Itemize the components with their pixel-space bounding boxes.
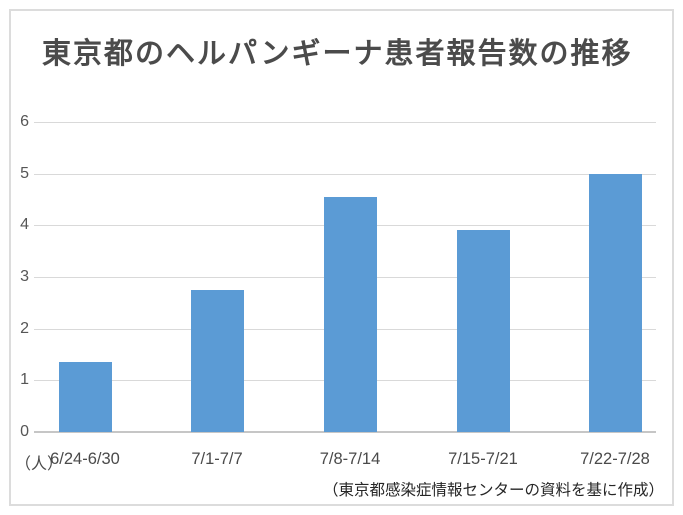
x-tick-label-1: 7/1-7/7: [191, 450, 243, 468]
bar-4: [588, 174, 642, 432]
bar-3: [456, 230, 510, 432]
bar-1: [190, 290, 244, 432]
x-tick-label-2: 7/8-7/14: [319, 450, 381, 468]
x-tick-label-0: 6/24-6/30: [50, 450, 120, 468]
y-tick-label-2: 2: [20, 319, 29, 337]
gridline-y5: [34, 173, 656, 175]
x-tick-label-3: 7/15-7/21: [448, 450, 518, 468]
y-tick-label-0: 0: [20, 423, 29, 440]
gridline-y6: [34, 122, 656, 123]
y-tick-label-5: 5: [20, 164, 29, 182]
x-tick-label-4: 7/22-7/28: [580, 450, 650, 468]
chart-frame: 東京都のヘルパンギーナ患者報告数の推移 0 1 2 3 4 5 6 6/24-6/30 7/1…: [9, 9, 674, 506]
bar-2: [323, 197, 377, 432]
y-tick-label-1: 1: [20, 371, 29, 389]
bar-0: [58, 362, 112, 432]
source-note: （東京都感染症情報センターの資料を基に作成）: [322, 482, 664, 499]
chart-title: 東京都のヘルパンギーナ患者報告数の推移: [42, 38, 633, 70]
y-tick-label-4: 4: [20, 216, 29, 234]
x-axis-line: [34, 431, 656, 433]
y-axis-unit-label: （人）: [15, 456, 64, 473]
y-tick-label-6: 6: [20, 113, 29, 130]
y-tick-label-3: 3: [20, 268, 29, 285]
plot-area: [34, 122, 656, 433]
